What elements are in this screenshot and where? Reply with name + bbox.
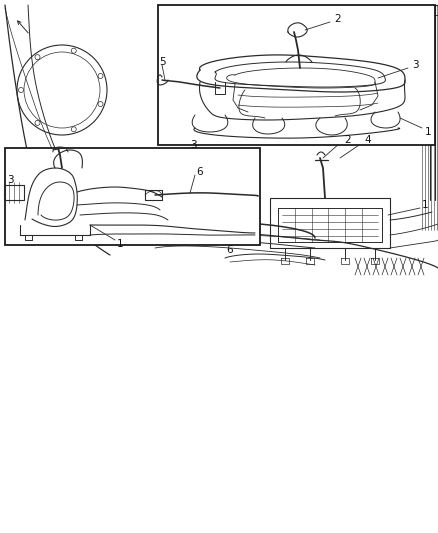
Text: 1: 1 — [117, 239, 124, 249]
Text: 3: 3 — [412, 60, 418, 70]
Text: 1: 1 — [422, 200, 428, 210]
Text: 2: 2 — [335, 14, 341, 24]
Bar — [158, 5, 435, 145]
Text: 6: 6 — [197, 167, 203, 177]
Text: 5: 5 — [159, 57, 165, 67]
Text: 3: 3 — [190, 140, 196, 150]
Bar — [5, 148, 260, 245]
Text: 6: 6 — [227, 245, 233, 255]
Text: 4: 4 — [365, 135, 371, 145]
Text: 3: 3 — [7, 175, 13, 185]
Text: 1: 1 — [425, 127, 431, 137]
Text: 2: 2 — [345, 135, 351, 145]
